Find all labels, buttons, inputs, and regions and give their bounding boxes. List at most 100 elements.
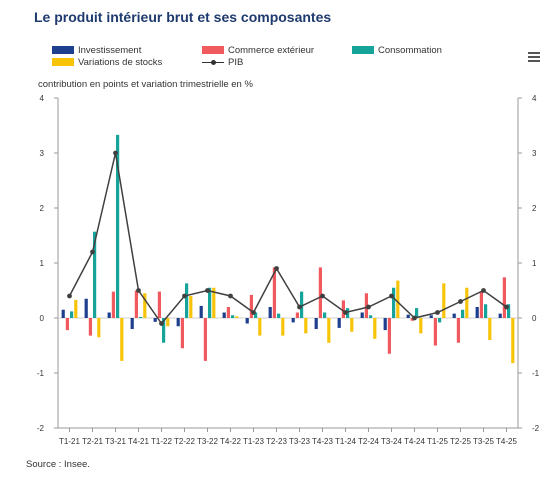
x-tick-label-t3-24: T3-24 — [381, 437, 402, 446]
bar-variations-de-stocks-t4-25 — [511, 318, 515, 364]
y-tick-label-left: 0 — [40, 314, 45, 323]
bar-investissement-t2-24 — [360, 312, 364, 318]
x-tick-label-t1-21: T1-21 — [59, 437, 80, 446]
bar-commerce-ext-rieur-t4-22 — [226, 307, 230, 318]
legend-item-consommation[interactable]: Consommation — [352, 45, 442, 56]
legend-label-commerce-exterieur: Commerce extérieur — [228, 45, 315, 56]
x-tick-label-t2-25: T2-25 — [450, 437, 471, 446]
bar-investissement-t3-23 — [291, 318, 295, 323]
legend-swatch-consommation — [352, 46, 374, 54]
bar-consommation-t4-23 — [323, 312, 327, 318]
legend-label-investissement: Investissement — [78, 45, 142, 56]
bar-variations-de-stocks-t1-21 — [74, 299, 78, 318]
y-tick-label-left: -2 — [37, 424, 45, 433]
bar-commerce-ext-rieur-t4-21 — [134, 290, 138, 318]
bar-variations-de-stocks-t3-22 — [212, 287, 216, 318]
bar-consommation-t1-21 — [70, 311, 74, 318]
y-tick-label-right: 4 — [532, 94, 537, 103]
bar-investissement-t3-24 — [383, 318, 387, 331]
bar-variations-de-stocks-t1-22 — [166, 318, 170, 327]
pib-line — [68, 152, 507, 325]
pib-point-t2-25 — [458, 299, 463, 304]
pib-point-t4-22 — [228, 293, 233, 299]
bar-commerce-ext-rieur-t4-25 — [502, 277, 506, 318]
bar-variations-de-stocks-t4-22 — [235, 316, 239, 318]
bar-commerce-ext-rieur-t2-21 — [88, 318, 92, 336]
legend-item-commerce-exterieur[interactable]: Commerce extérieur — [202, 45, 314, 56]
source-note: Source : Insee. — [26, 459, 90, 470]
pib-point-t1-23 — [251, 310, 256, 315]
pib-point-t2-21 — [90, 249, 95, 255]
bar-consommation-t2-24 — [369, 315, 373, 318]
bar-commerce-ext-rieur-t3-21 — [111, 291, 115, 318]
x-tick-label-t1-22: T1-22 — [151, 437, 172, 446]
x-tick-label-t2-21: T2-21 — [82, 437, 103, 446]
bar-consommation-t4-24 — [415, 308, 419, 318]
bar-consommation-t2-21 — [93, 231, 97, 318]
pib-point-t1-25 — [435, 310, 440, 315]
bar-consommation-t4-22 — [231, 315, 235, 318]
pib-point-t2-22 — [182, 293, 187, 299]
bar-commerce-ext-rieur-t4-24 — [410, 318, 414, 321]
bar-consommation-t3-24 — [392, 287, 396, 318]
bar-consommation-t3-22 — [208, 287, 212, 318]
legend-item-variations-de-stocks[interactable]: Variations de stocks — [52, 57, 162, 68]
y-tick-label-right: 3 — [532, 149, 537, 158]
hamburger-menu-icon[interactable] — [528, 52, 540, 64]
bar-commerce-ext-rieur-t3-22 — [203, 318, 207, 361]
bar-investissement-t1-24 — [337, 318, 341, 328]
bar-variations-de-stocks-t4-24 — [419, 318, 423, 334]
x-tick-label-t4-25: T4-25 — [496, 437, 517, 446]
bar-commerce-ext-rieur-t1-22 — [157, 291, 161, 318]
y-tick-label-left: 4 — [40, 94, 45, 103]
bar-variations-de-stocks-t4-23 — [327, 318, 331, 343]
x-tick-label-t3-25: T3-25 — [473, 437, 494, 446]
bar-variations-de-stocks-t2-25 — [465, 287, 469, 318]
pib-point-t4-21 — [136, 288, 141, 293]
bar-variations-de-stocks-t3-21 — [120, 318, 124, 361]
x-tick-label-t1-23: T1-23 — [243, 437, 264, 446]
x-tick-label-t2-24: T2-24 — [358, 437, 379, 446]
bar-variations-de-stocks-t1-24 — [350, 318, 354, 332]
bar-consommation-t2-22 — [185, 283, 189, 318]
legend-item-investissement[interactable]: Investissement — [52, 45, 141, 56]
y-tick-label-right: -2 — [532, 424, 540, 433]
bar-commerce-ext-rieur-t2-24 — [364, 293, 368, 318]
legend-label-pib: PIB — [228, 57, 244, 68]
x-tick-label-t4-23: T4-23 — [312, 437, 333, 446]
x-tick-label-t2-23: T2-23 — [266, 437, 287, 446]
x-tick-label-t3-22: T3-22 — [197, 437, 218, 446]
pib-point-t1-21 — [67, 293, 72, 299]
bar-variations-de-stocks-t1-25 — [442, 283, 446, 318]
y-tick-label-left: -1 — [37, 369, 45, 378]
bar-investissement-t1-22 — [153, 318, 157, 322]
bar-variations-de-stocks-t2-23 — [281, 318, 285, 336]
bar-investissement-t3-21 — [107, 312, 111, 318]
bar-commerce-ext-rieur-t3-24 — [387, 318, 391, 354]
y-tick-label-left: 3 — [40, 149, 45, 158]
bar-consommation-t4-25 — [507, 304, 511, 318]
x-tick-label-t1-24: T1-24 — [335, 437, 356, 446]
bar-variations-de-stocks-t2-21 — [97, 318, 101, 338]
bar-variations-de-stocks-t4-21 — [143, 293, 147, 318]
x-tick-label-t1-25: T1-25 — [427, 437, 448, 446]
x-tick-label-t3-23: T3-23 — [289, 437, 310, 446]
bar-consommation-t2-25 — [461, 309, 465, 318]
bar-consommation-t1-25 — [438, 318, 442, 323]
bar-variations-de-stocks-t3-24 — [396, 280, 400, 318]
bar-investissement-t3-22 — [199, 305, 203, 318]
pib-point-t4-25 — [504, 304, 509, 310]
pib-point-t3-25 — [481, 288, 486, 293]
legend-swatch-variations-de-stocks — [52, 58, 74, 66]
bar-commerce-ext-rieur-t2-23 — [272, 267, 276, 318]
bar-investissement-t4-24 — [406, 314, 410, 318]
bar-variations-de-stocks-t2-22 — [189, 296, 193, 318]
legend-item-pib[interactable]: PIB — [202, 57, 243, 68]
legend-swatch-commerce-exterieur — [202, 46, 224, 54]
x-tick-label-t4-22: T4-22 — [220, 437, 241, 446]
x-tick-label-t2-22: T2-22 — [174, 437, 195, 446]
bar-investissement-t2-25 — [452, 313, 456, 318]
pib-point-t3-22 — [205, 288, 210, 293]
bar-consommation-t3-23 — [300, 291, 304, 318]
bar-commerce-ext-rieur-t2-22 — [180, 318, 184, 349]
